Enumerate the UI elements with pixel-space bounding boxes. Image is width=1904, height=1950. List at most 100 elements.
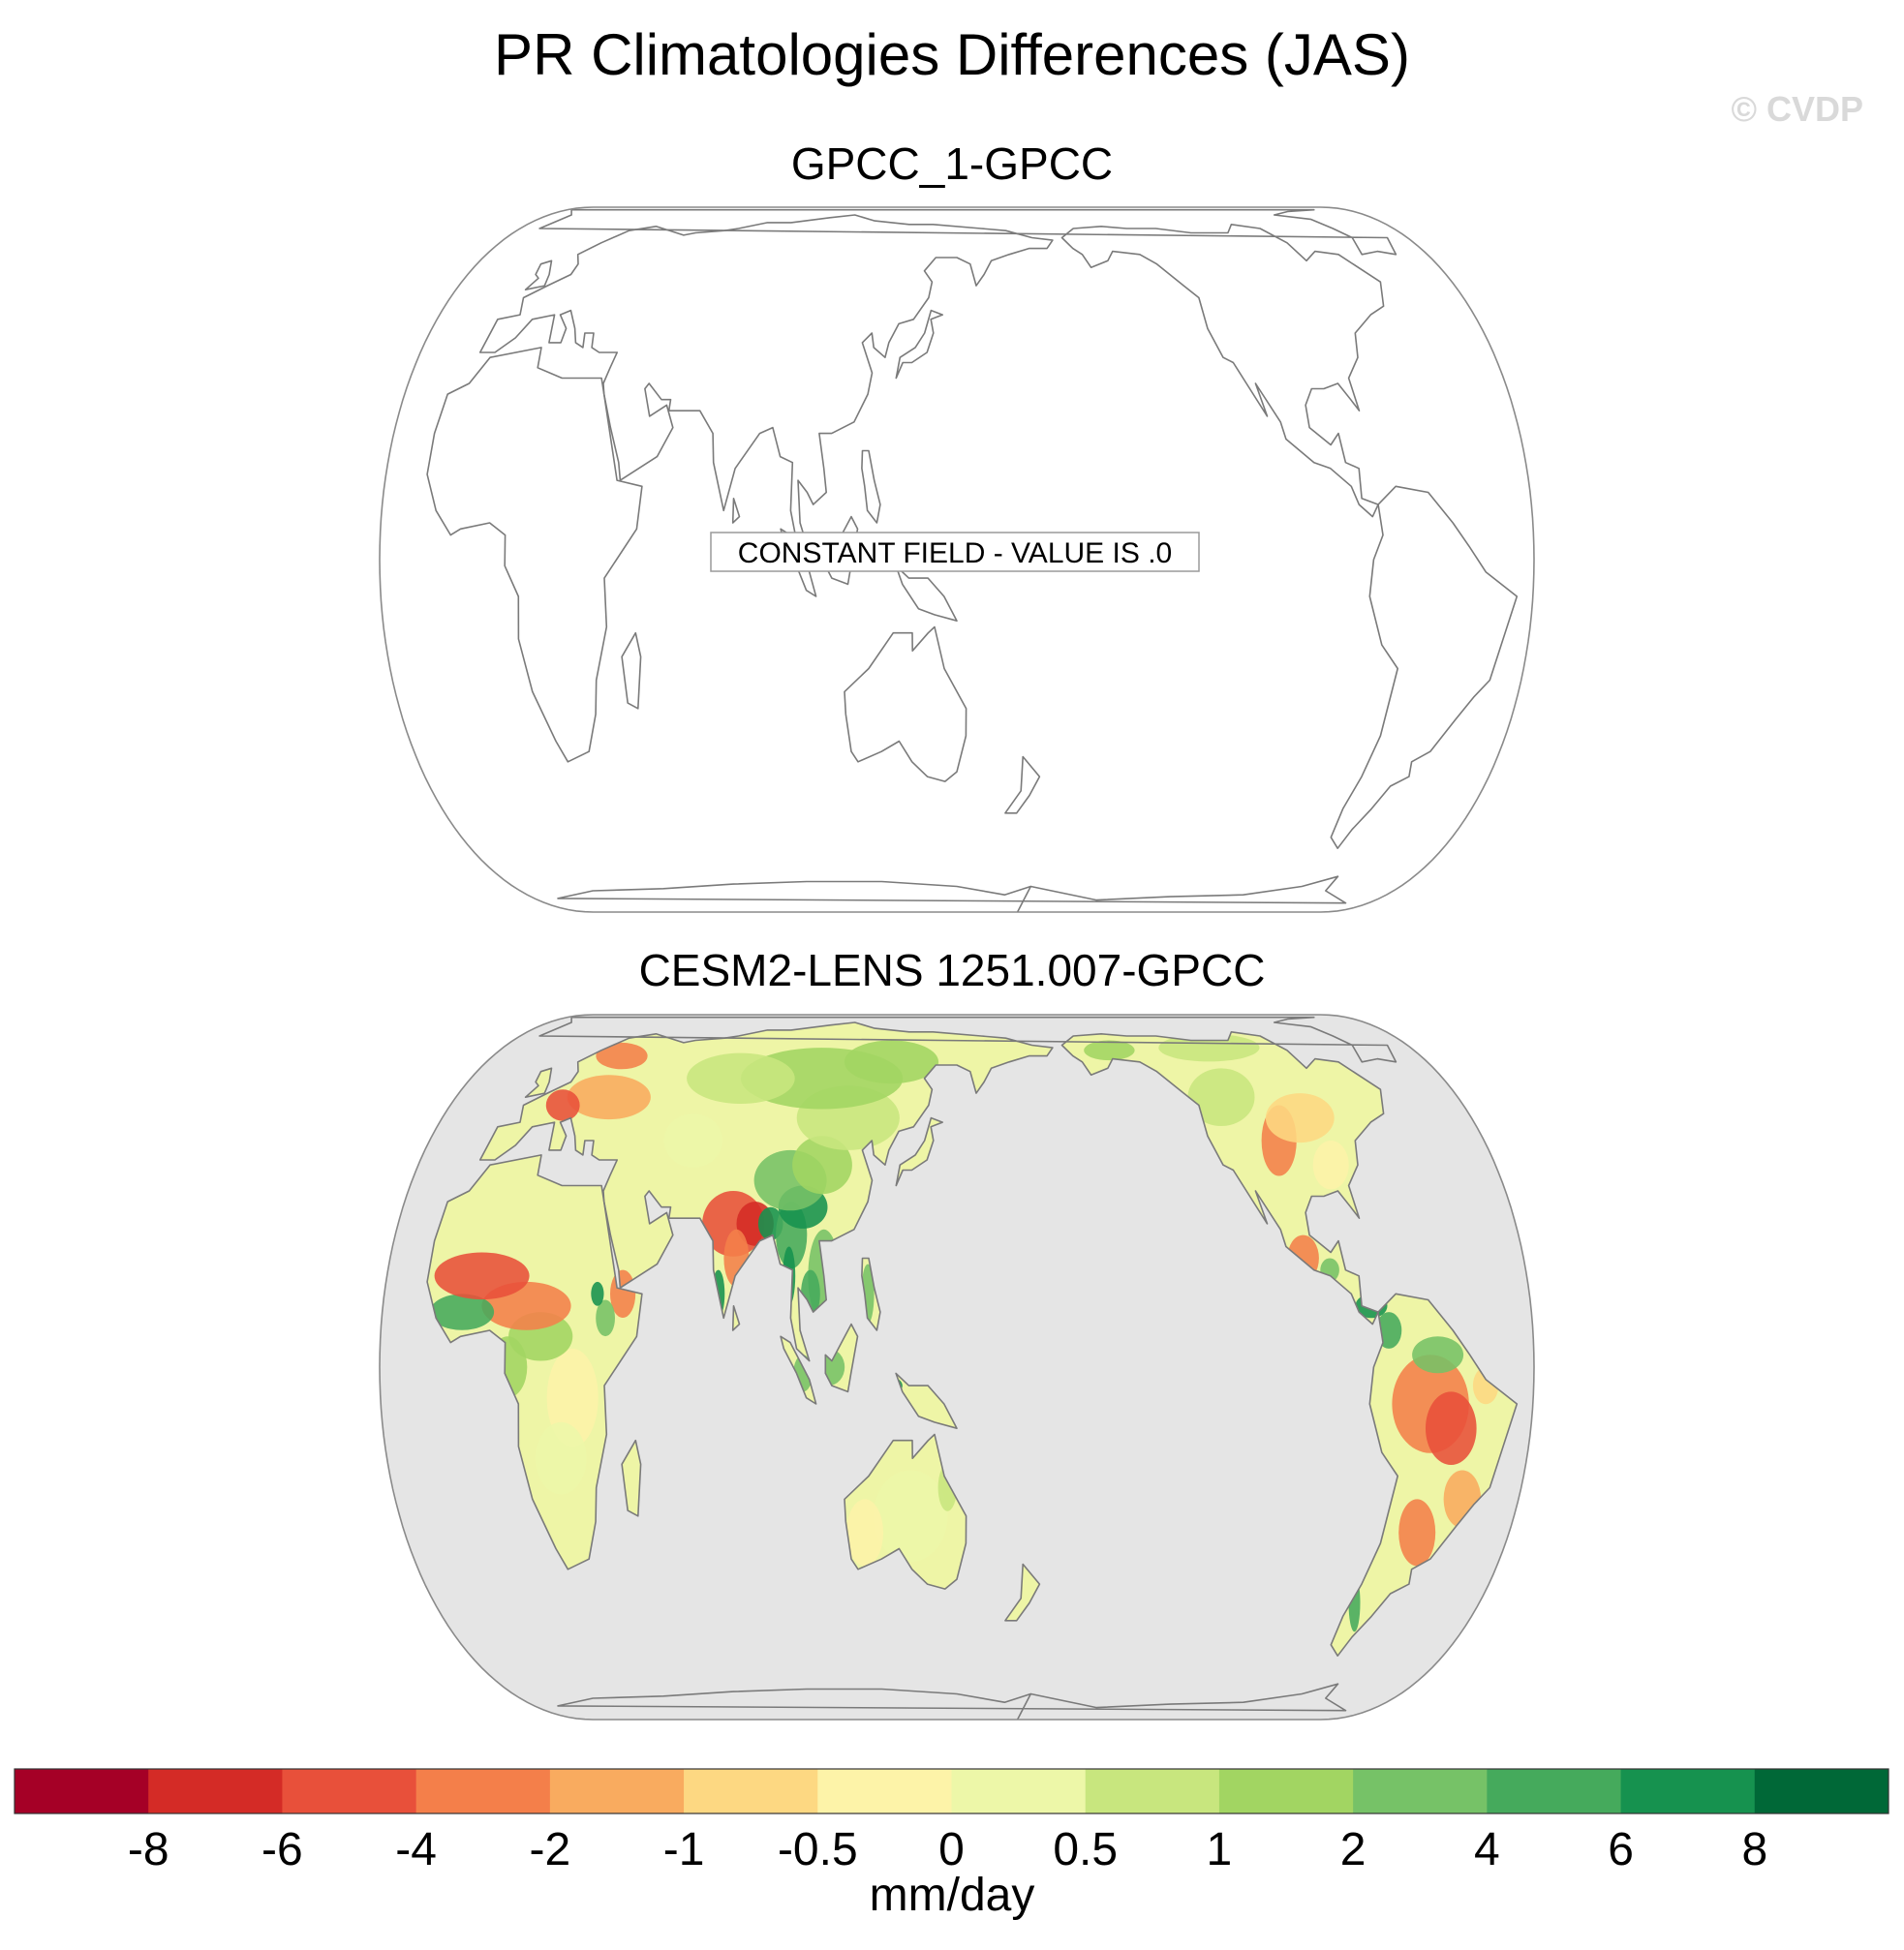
coastline-uk <box>524 1067 553 1098</box>
anomaly-region <box>596 1042 648 1070</box>
land-srilanka <box>732 1305 740 1330</box>
anomaly-region <box>536 1421 587 1495</box>
constant-field-label: CONSTANT FIELD - VALUE IS .0 <box>738 537 1172 569</box>
colorbar-tick-label: -2 <box>530 1824 571 1875</box>
constant-field-box <box>710 532 1200 572</box>
colorbar-tick-label: -6 <box>261 1824 303 1875</box>
coastline-namerica <box>1060 1031 1385 1325</box>
anomaly-region <box>1412 1336 1464 1374</box>
anomaly-region <box>1187 1068 1255 1126</box>
colorbar-tick-label: 0 <box>938 1824 965 1875</box>
coastline-antarctica <box>557 875 1347 912</box>
colorbar-tick-label: 2 <box>1340 1824 1367 1875</box>
coastline-samerica <box>1330 485 1519 849</box>
colorbar-tick-labels: -8 -6 -4 -2 -1 -0.5 0 0.5 1 2 4 6 8 <box>128 1824 1767 1875</box>
map-2-coastlines <box>426 1016 1519 1720</box>
coastline-madagascar <box>621 631 642 710</box>
colorbar-swatch <box>1218 1769 1354 1813</box>
coastline-australia <box>844 625 967 782</box>
colorbar-tick-label: 8 <box>1741 1824 1767 1875</box>
anomaly-region <box>663 1113 722 1168</box>
panel-2-title: CESM2-LENS 1251.007-GPCC <box>638 945 1266 995</box>
colorbar-swatch <box>549 1769 685 1813</box>
coastline-australia <box>844 1433 967 1590</box>
anomaly-region <box>792 1136 852 1195</box>
coastline-philippines <box>861 1257 881 1331</box>
colorbar-swatch <box>148 1769 283 1813</box>
coastline-newguinea <box>895 1372 958 1429</box>
colorbar-swatch <box>951 1769 1087 1813</box>
coastline-namerica <box>1060 224 1385 518</box>
anomaly-region <box>873 1470 948 1563</box>
colorbar-tick-label: -8 <box>128 1824 169 1875</box>
colorbar-tick-label: 6 <box>1608 1824 1634 1875</box>
colorbar-tick-label: 4 <box>1474 1824 1500 1875</box>
anomaly-region <box>591 1281 604 1306</box>
coastline-srilanka <box>731 1305 741 1331</box>
map-panel-2 <box>379 1014 1535 1721</box>
colorbar-swatch <box>1487 1769 1622 1813</box>
map-2-border <box>379 1014 1535 1721</box>
coastline-africa <box>426 347 643 763</box>
watermark: © CVDP <box>1731 89 1863 129</box>
coastline-japan <box>895 1116 943 1187</box>
coastline-eurasia <box>478 214 1054 555</box>
colorbar-swatch <box>282 1769 417 1813</box>
coastline-philippines <box>861 449 881 524</box>
coastline-borneo <box>824 1323 859 1393</box>
coastline-sumatra <box>780 1335 817 1405</box>
anomaly-region <box>844 1040 939 1084</box>
coastline-uk <box>524 259 553 290</box>
anomaly-region <box>430 1294 495 1330</box>
coastline-greenland <box>538 208 1397 256</box>
land-newzealand <box>1004 1564 1040 1621</box>
coastline-africa <box>426 1154 643 1570</box>
coastline-antarctica <box>557 1683 1347 1720</box>
coastline-newguinea <box>895 564 958 622</box>
colorbar-swatch <box>415 1769 551 1813</box>
colorbar-swatch <box>684 1769 818 1813</box>
coastline-eurasia <box>478 1021 1054 1362</box>
coastline-samerica <box>1330 1293 1519 1657</box>
colorbar-tick-label: -4 <box>395 1824 437 1875</box>
anomaly-region <box>846 1499 883 1567</box>
land-uk <box>525 1068 552 1098</box>
colorbar-swatch <box>15 1769 149 1813</box>
colorbar-swatch <box>817 1769 952 1813</box>
coastline-madagascar <box>621 1439 642 1517</box>
colorbar-tick-label: 1 <box>1207 1824 1233 1875</box>
anomaly-region <box>687 1052 795 1105</box>
anomaly-region <box>596 1299 615 1337</box>
land-samerica <box>1331 1294 1518 1657</box>
colorbar-units: mm/day <box>869 1870 1035 1921</box>
map-panel-1: CONSTANT FIELD - VALUE IS .0 <box>379 206 1535 913</box>
colorbar-frame <box>14 1768 1889 1814</box>
coastline-srilanka <box>731 498 741 524</box>
colorbar-swatch <box>1620 1769 1756 1813</box>
anomaly-region <box>1426 1391 1477 1465</box>
anomaly-region <box>1312 1141 1349 1190</box>
land-newguinea <box>896 1373 957 1429</box>
anomaly-region <box>1398 1499 1436 1567</box>
anomaly-region <box>1084 1040 1135 1061</box>
coastline-greenland <box>538 1016 1397 1063</box>
colorbar-tick-label: -1 <box>663 1824 705 1875</box>
colorbar-swatch <box>1353 1769 1488 1813</box>
land-japan <box>896 1117 943 1186</box>
anomaly-region <box>1158 1033 1260 1062</box>
anomaly-region <box>1265 1093 1335 1143</box>
coastline-newzealand <box>1004 755 1041 814</box>
panel-1-title: GPCC_1-GPCC <box>790 138 1114 189</box>
coastline-japan <box>895 309 943 380</box>
map-1-border <box>379 206 1535 913</box>
colorbar-tick-label: 0.5 <box>1053 1824 1118 1875</box>
anomaly-region <box>567 1075 651 1120</box>
colorbar-swatch <box>1754 1769 1889 1813</box>
coastline-newzealand <box>1004 1563 1041 1622</box>
colorbar <box>14 1768 1889 1814</box>
anomaly-region <box>434 1252 530 1300</box>
colorbar-tick-label: -0.5 <box>778 1824 858 1875</box>
colorbar-swatch <box>1085 1769 1220 1813</box>
anomaly-region <box>545 1089 580 1121</box>
